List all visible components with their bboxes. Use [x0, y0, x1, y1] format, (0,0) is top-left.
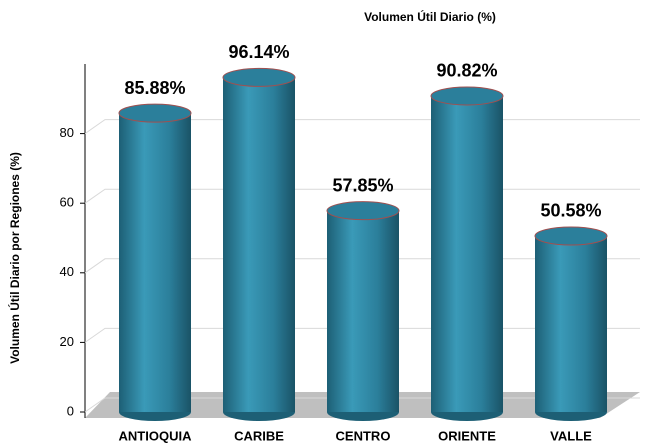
value-label: 57.85% — [332, 175, 393, 195]
x-tick-label: CARIBE — [234, 428, 284, 443]
bar-top — [430, 86, 504, 106]
y-tick-label: 40 — [60, 264, 74, 279]
y-tick-label: 80 — [60, 125, 74, 140]
value-label: 85.88% — [124, 78, 185, 98]
value-label: 90.82% — [436, 61, 497, 81]
x-tick-label: CENTRO — [336, 428, 391, 443]
bar — [431, 95, 503, 412]
x-tick-label: ORIENTE — [438, 428, 496, 443]
bar-top — [326, 201, 400, 221]
value-label: 50.58% — [540, 201, 601, 221]
bar-top — [118, 103, 192, 123]
chart-title: Volumen Útil Diario (%) — [364, 9, 496, 24]
bar — [223, 77, 295, 412]
bar-top — [222, 67, 296, 87]
bar-top — [534, 226, 608, 246]
y-tick-label: 20 — [60, 334, 74, 349]
bar — [535, 235, 607, 412]
y-axis-label: Volumen Útil Diario por Regiones (%) — [7, 152, 22, 364]
value-label: 96.14% — [228, 42, 289, 62]
x-tick-label: VALLE — [550, 428, 592, 443]
x-tick-label: ANTIOQUIA — [119, 428, 193, 443]
y-tick-label: 60 — [60, 195, 74, 210]
bar — [119, 113, 191, 412]
y-tick-label: 0 — [67, 403, 74, 418]
bar — [327, 210, 399, 412]
